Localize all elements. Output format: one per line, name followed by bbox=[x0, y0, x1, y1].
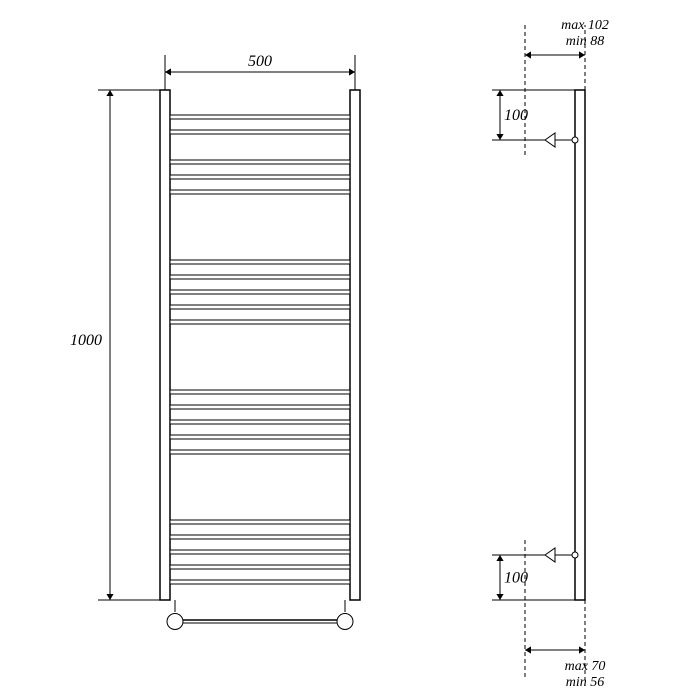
dim-bot-depth-max: max 70 bbox=[565, 659, 606, 674]
dim-bot-depth-min: min 56 bbox=[566, 675, 605, 690]
dim-top-depth-min: min 88 bbox=[566, 34, 605, 49]
dim-top-depth-max: max 102 bbox=[561, 18, 609, 33]
dim-width: 500 bbox=[248, 53, 272, 70]
dim-top-offset: 100 bbox=[504, 107, 528, 124]
dim-bottom-offset: 100 bbox=[504, 570, 528, 587]
dim-height: 1000 bbox=[70, 332, 102, 349]
